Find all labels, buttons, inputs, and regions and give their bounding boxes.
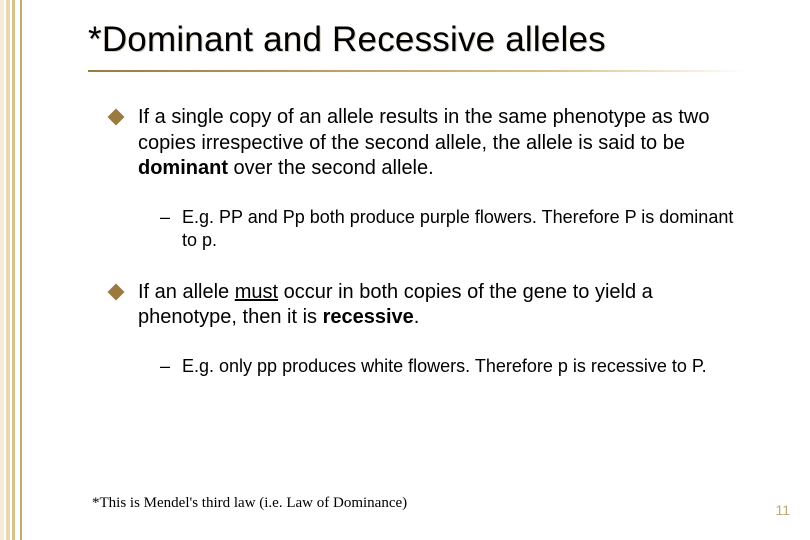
stripe-2: [6, 0, 10, 540]
slide: *Dominant and Recessive alleles If a sin…: [0, 0, 810, 540]
bullet-level-2: E.g. only pp produces white flowers. The…: [160, 355, 750, 378]
bullet-text: If an allele must occur in both copies o…: [138, 281, 653, 329]
bullet-text: E.g. PP and Pp both produce purple flowe…: [182, 207, 733, 250]
stripe-3: [12, 0, 15, 540]
footnote: *This is Mendel's third law (i.e. Law of…: [92, 495, 407, 512]
side-stripe: [0, 0, 50, 540]
bullet-level-2: E.g. PP and Pp both produce purple flowe…: [160, 206, 750, 252]
page-number: 11: [775, 502, 790, 518]
diamond-bullet-icon: [108, 283, 125, 300]
bullet-level-1: If an allele must occur in both copies o…: [110, 280, 750, 331]
diamond-bullet-icon: [108, 109, 125, 126]
slide-title: *Dominant and Recessive alleles: [88, 20, 606, 60]
bullet-text: E.g. only pp produces white flowers. The…: [182, 356, 707, 376]
stripe-4: [20, 0, 22, 540]
content-area: If a single copy of an allele results in…: [110, 105, 750, 406]
title-underline: [88, 70, 748, 72]
stripe-1: [0, 0, 4, 540]
bullet-level-1: If a single copy of an allele results in…: [110, 105, 750, 182]
bullet-text: If a single copy of an allele results in…: [138, 106, 709, 179]
